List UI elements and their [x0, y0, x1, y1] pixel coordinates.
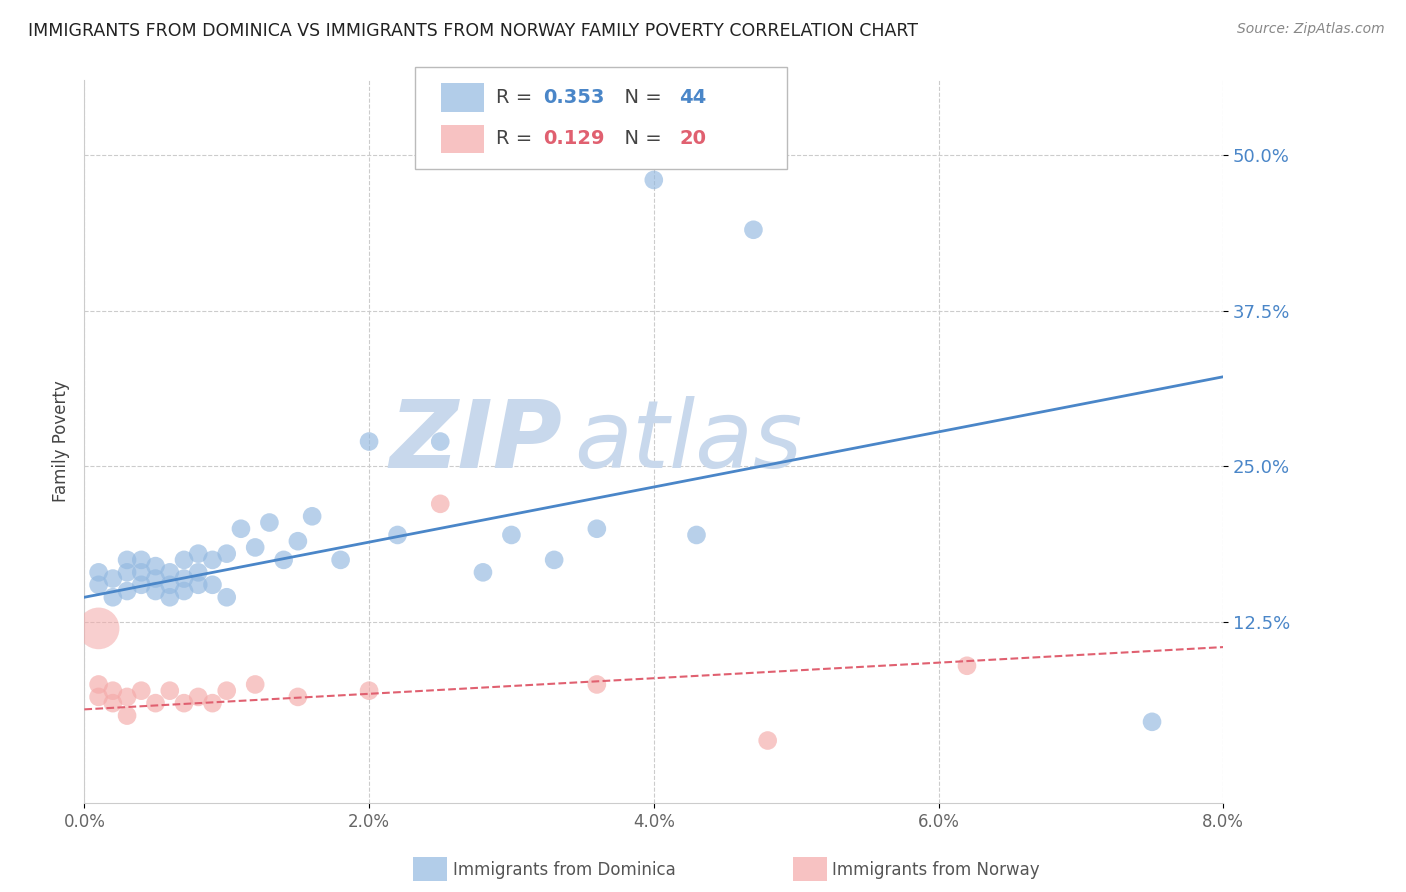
Point	[87, 566, 110, 580]
Point	[187, 690, 209, 704]
Point	[87, 578, 110, 592]
Point	[215, 591, 238, 605]
Point	[215, 683, 238, 698]
Y-axis label: Family Poverty: Family Poverty	[52, 381, 70, 502]
Text: R =: R =	[496, 129, 538, 148]
Text: Immigrants from Dominica: Immigrants from Dominica	[453, 861, 675, 879]
Point	[159, 683, 181, 698]
Point	[586, 522, 609, 536]
Point	[87, 690, 110, 704]
Point	[187, 578, 209, 592]
Point	[259, 516, 281, 530]
Point	[359, 434, 381, 449]
Point	[756, 733, 779, 747]
Point	[173, 584, 195, 599]
Point	[145, 696, 167, 710]
Point	[101, 591, 124, 605]
Point	[359, 683, 381, 698]
Point	[173, 553, 195, 567]
Text: atlas: atlas	[574, 396, 803, 487]
Point	[87, 621, 110, 635]
Point	[131, 578, 153, 592]
Point	[287, 534, 309, 549]
Point	[301, 509, 323, 524]
Point	[173, 696, 195, 710]
Point	[543, 553, 565, 567]
Point	[131, 566, 153, 580]
Text: N =: N =	[612, 129, 668, 148]
Point	[87, 677, 110, 691]
Point	[429, 434, 451, 449]
Text: IMMIGRANTS FROM DOMINICA VS IMMIGRANTS FROM NORWAY FAMILY POVERTY CORRELATION CH: IMMIGRANTS FROM DOMINICA VS IMMIGRANTS F…	[28, 22, 918, 40]
Point	[472, 566, 495, 580]
Point	[145, 584, 167, 599]
Point	[131, 683, 153, 698]
Point	[115, 566, 138, 580]
Point	[201, 696, 224, 710]
Point	[159, 591, 181, 605]
Text: Source: ZipAtlas.com: Source: ZipAtlas.com	[1237, 22, 1385, 37]
Point	[229, 522, 252, 536]
Point	[245, 541, 267, 555]
Text: Immigrants from Norway: Immigrants from Norway	[832, 861, 1040, 879]
Point	[101, 696, 124, 710]
Point	[1140, 714, 1163, 729]
Point	[742, 223, 765, 237]
Point	[115, 708, 138, 723]
Point	[187, 566, 209, 580]
Point	[501, 528, 523, 542]
Point	[273, 553, 295, 567]
Text: 44: 44	[679, 88, 706, 107]
Point	[115, 584, 138, 599]
Text: 0.353: 0.353	[543, 88, 605, 107]
Point	[956, 658, 979, 673]
Point	[115, 690, 138, 704]
Point	[387, 528, 409, 542]
Point	[173, 572, 195, 586]
Point	[586, 677, 609, 691]
Point	[101, 683, 124, 698]
Point	[159, 566, 181, 580]
Text: ZIP: ZIP	[389, 395, 562, 488]
Point	[429, 497, 451, 511]
Text: N =: N =	[612, 88, 668, 107]
Point	[101, 572, 124, 586]
Point	[329, 553, 352, 567]
Point	[201, 553, 224, 567]
Point	[643, 173, 665, 187]
Point	[131, 553, 153, 567]
Text: 0.129: 0.129	[543, 129, 605, 148]
Point	[159, 578, 181, 592]
Point	[145, 572, 167, 586]
Point	[201, 578, 224, 592]
Point	[115, 553, 138, 567]
Point	[187, 547, 209, 561]
Point	[215, 547, 238, 561]
Point	[245, 677, 267, 691]
Point	[685, 528, 707, 542]
Text: 20: 20	[679, 129, 706, 148]
Point	[287, 690, 309, 704]
Point	[145, 559, 167, 574]
Text: R =: R =	[496, 88, 538, 107]
